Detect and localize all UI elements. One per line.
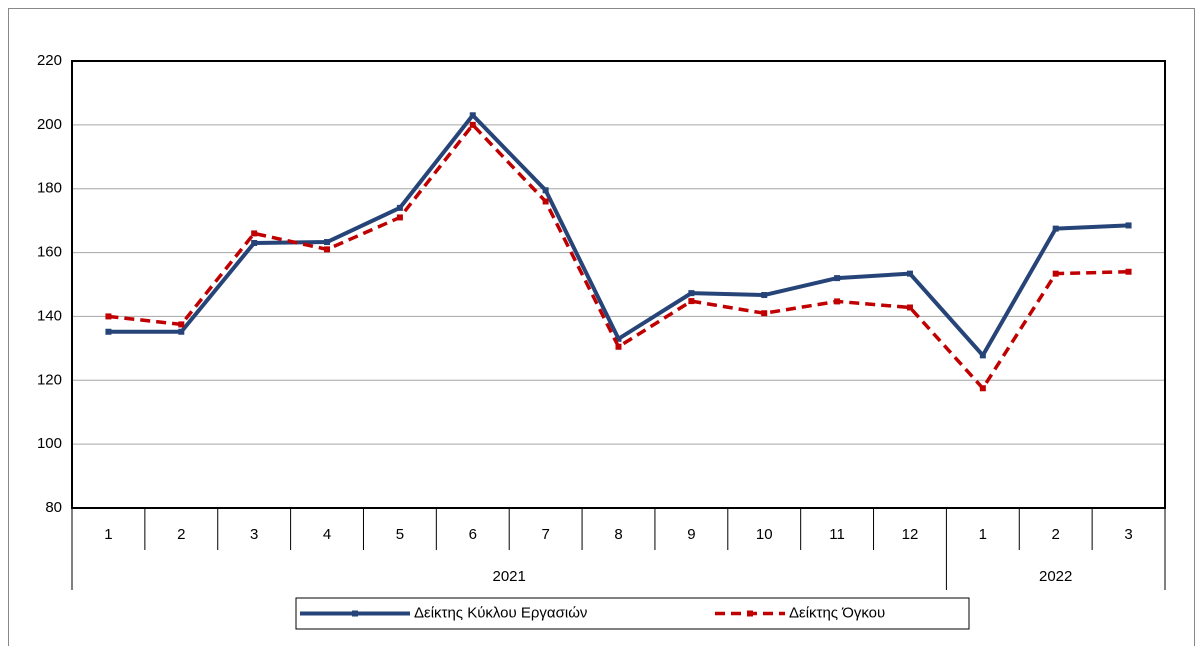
x-tick-label: 1: [104, 526, 112, 543]
x-tick-label: 10: [756, 526, 773, 543]
marker: [979, 352, 986, 359]
y-tick-label: 160: [37, 244, 62, 261]
marker: [105, 328, 112, 335]
y-tick-label: 120: [37, 371, 62, 388]
legend-marker: [352, 610, 358, 617]
y-tick-label: 100: [37, 435, 62, 452]
marker: [178, 328, 185, 335]
chart-frame: [8, 8, 1195, 646]
y-tick-label: 200: [37, 116, 62, 133]
x-tick-label: 5: [396, 526, 404, 543]
x-tick-label: 12: [902, 526, 919, 543]
x-tick-label: 6: [469, 526, 477, 543]
marker: [542, 198, 549, 205]
marker: [1052, 225, 1059, 232]
marker: [906, 270, 913, 277]
marker: [469, 121, 476, 128]
x-tick-label: 4: [323, 526, 331, 543]
y-tick-label: 180: [37, 180, 62, 197]
x-tick-label: 1: [979, 526, 987, 543]
marker: [251, 239, 258, 246]
marker: [834, 275, 841, 282]
marker: [615, 335, 622, 342]
marker: [105, 313, 112, 320]
marker: [834, 298, 841, 305]
y-tick-label: 140: [37, 307, 62, 324]
marker: [396, 214, 403, 221]
x-tick-label: 11: [829, 526, 845, 543]
marker: [761, 310, 768, 317]
marker: [178, 321, 185, 328]
x-tick-label: 3: [250, 526, 258, 543]
marker: [324, 246, 331, 253]
group-label: 2021: [493, 568, 526, 585]
marker: [251, 230, 258, 237]
plot-border: [71, 60, 1166, 509]
x-tick-label: 3: [1124, 526, 1132, 543]
marker: [324, 239, 331, 246]
series-line: [108, 123, 1129, 391]
marker: [979, 385, 986, 392]
y-tick-label: 80: [45, 499, 62, 516]
y-tick-label: 220: [37, 52, 62, 69]
x-tick-label: 2: [1052, 526, 1060, 543]
legend-label: Δείκτης Κύκλου Εργασιών: [414, 604, 587, 621]
marker: [688, 290, 695, 297]
marker: [615, 343, 622, 350]
x-tick-label: 7: [541, 526, 549, 543]
marker: [1125, 222, 1132, 229]
group-label: 2022: [1039, 568, 1072, 585]
marker: [542, 187, 549, 194]
x-tick-label: 8: [614, 526, 622, 543]
x-tick-label: 9: [687, 526, 695, 543]
marker: [761, 292, 768, 299]
legend-label: Δείκτης Όγκου: [789, 604, 885, 621]
x-tick-label: 2: [177, 526, 185, 543]
marker: [469, 112, 476, 119]
marker: [1125, 268, 1132, 275]
marker: [688, 298, 695, 305]
legend-marker: [747, 610, 753, 617]
marker: [396, 204, 403, 211]
marker: [1052, 270, 1059, 277]
marker: [906, 304, 913, 311]
